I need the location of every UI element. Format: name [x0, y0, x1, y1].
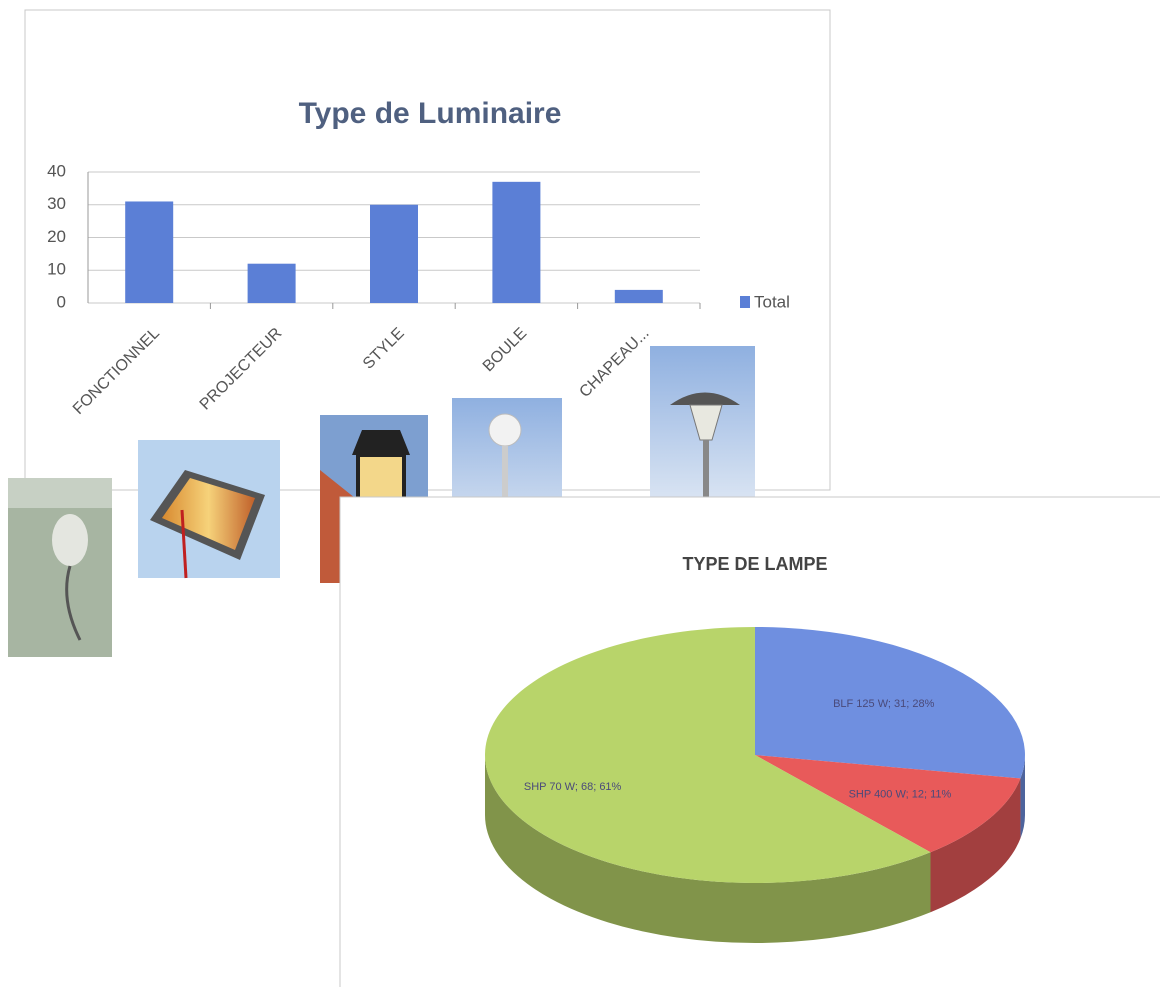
legend-label: Total: [754, 292, 790, 311]
bar: [492, 182, 540, 303]
photo-chapeau: [650, 346, 755, 512]
photo-fonctionnel: [8, 478, 112, 657]
chart-title: Type de Luminaire: [299, 97, 562, 130]
bar: [370, 205, 418, 303]
bar: [248, 264, 296, 303]
photo-projecteur: [138, 440, 280, 578]
y-tick-label: 40: [47, 161, 66, 180]
bar: [615, 290, 663, 303]
y-tick-label: 20: [47, 227, 66, 246]
data-label: SHP 400 W; 12; 11%: [849, 789, 952, 801]
data-label: BLF 125 W; 31; 28%: [833, 698, 935, 710]
page: Type de Luminaire010203040FONCTIONNELPRO…: [0, 0, 1160, 987]
y-tick-label: 10: [47, 260, 66, 279]
y-tick-label: 0: [57, 292, 66, 311]
y-tick-label: 30: [47, 194, 66, 213]
bar: [125, 201, 173, 303]
legend-swatch: [740, 296, 750, 308]
chart-title: TYPE DE LAMPE: [682, 554, 827, 574]
data-label: SHP 70 W; 68; 61%: [524, 781, 622, 793]
